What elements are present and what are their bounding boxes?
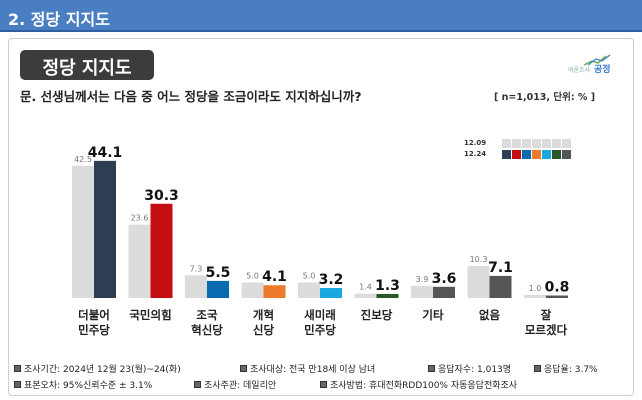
value-label-prev-1: 23.6	[131, 214, 149, 223]
legend-swatch-0-1	[512, 139, 521, 148]
value-label-prev-3: 5.0	[246, 271, 259, 280]
bar-prev-4	[298, 282, 320, 298]
category-label-5-0: 진보당	[361, 308, 393, 322]
pollster-logo: 여론조사 공정	[568, 52, 628, 78]
value-label-curr-1: 30.3	[144, 188, 179, 204]
value-label-curr-5: 1.3	[375, 278, 400, 294]
logo-text-brand: 공정	[594, 65, 611, 75]
footer-margin-of-error: 표본오차: 95%신뢰수준 ± 3.1%	[14, 378, 152, 391]
value-label-curr-2: 5.5	[206, 265, 231, 281]
category-label-6-0: 기타	[422, 308, 444, 322]
legend-swatch-1-6	[562, 150, 571, 159]
footer-respondents: 응답자수: 1,013명	[428, 362, 511, 375]
value-label-prev-6: 3.9	[416, 275, 429, 284]
legend-swatch-0-4	[542, 139, 551, 148]
footer-target: 조사대상: 전국 만18세 이상 남녀	[240, 362, 375, 375]
category-label-8-1: 모르겠다	[525, 323, 568, 337]
value-label-curr-0: 44.1	[88, 145, 123, 161]
logo-chart-icon	[583, 54, 611, 66]
value-label-curr-7: 7.1	[488, 260, 513, 276]
legend-prev-label: 12.09	[464, 139, 487, 147]
bar-curr-0	[94, 160, 116, 298]
legend-swatch-0-3	[532, 139, 541, 148]
category-label-3-0: 개혁	[253, 308, 274, 322]
footer-method: 조사방법: 휴대전화RDD100% 자동응답전화조사	[320, 378, 517, 391]
chart-title-badge: 정당 지지도	[20, 50, 154, 80]
section-title: 2. 정당 지지도	[8, 10, 110, 29]
section-header-bar: 2. 정당 지지도	[0, 0, 642, 32]
bar-prev-1	[128, 224, 151, 298]
value-label-prev-0: 42.5	[74, 155, 92, 164]
value-label-prev-7: 10.3	[470, 255, 488, 264]
legend-swatch-1-5	[552, 150, 561, 159]
value-label-prev-5: 1.4	[359, 283, 372, 292]
value-label-curr-4: 3.2	[319, 272, 344, 288]
category-label-8-0: 잘	[541, 308, 552, 322]
category-label-4-0: 새미래	[304, 308, 336, 322]
bar-curr-1	[150, 203, 173, 298]
bar-prev-0	[72, 165, 94, 298]
legend-swatch-1-4	[542, 150, 551, 159]
category-label-3-1: 신당	[253, 323, 275, 337]
legend-swatch-0-0	[502, 139, 511, 148]
category-label-7-0: 없음	[479, 308, 501, 322]
bullet-square-icon	[240, 365, 247, 372]
bar-curr-7	[489, 275, 512, 298]
bar-prev-5	[354, 293, 377, 298]
category-label-0-0: 더불어	[78, 308, 110, 322]
bar-prev-7	[467, 265, 490, 298]
chart-legend: 12.09 12.24	[464, 137, 574, 161]
value-label-prev-4: 5.0	[303, 271, 316, 280]
value-label-prev-8: 1.0	[529, 284, 542, 293]
legend-swatch-1-1	[512, 150, 521, 159]
legend-swatches	[502, 139, 571, 159]
bullet-square-icon	[14, 365, 21, 372]
bullet-square-icon	[320, 381, 327, 388]
legend-swatch-0-6	[562, 139, 571, 148]
bullet-square-icon	[534, 365, 541, 372]
value-label-curr-6: 3.6	[432, 271, 457, 287]
bar-curr-5	[376, 293, 399, 298]
bullet-square-icon	[14, 381, 21, 388]
bar-curr-3	[263, 285, 286, 298]
value-label-curr-3: 4.1	[262, 269, 287, 285]
bar-curr-8	[546, 295, 568, 298]
category-label-2-0: 조국	[196, 308, 218, 322]
legend-curr-label: 12.24	[464, 150, 487, 158]
legend-swatch-0-2	[522, 139, 531, 148]
bar-curr-4	[320, 288, 342, 298]
category-label-2-1: 혁신당	[191, 323, 223, 337]
bullet-square-icon	[194, 381, 201, 388]
legend-swatch-0-5	[552, 139, 561, 148]
footer-period: 조사기간: 2024년 12월 23(월)~24(화)	[14, 362, 181, 375]
bar-curr-6	[433, 286, 455, 298]
footer-response-rate: 응답율: 3.7%	[534, 362, 598, 375]
category-label-0-1: 민주당	[78, 323, 110, 337]
sample-info: [ n=1,013, 단위: % ]	[494, 92, 596, 103]
chart-title: 정당 지지도	[42, 58, 132, 79]
bar-prev-2	[185, 275, 207, 298]
footer-sponsor: 조사주관: 데일리안	[194, 378, 276, 391]
bar-prev-6	[411, 285, 433, 298]
bar-prev-8	[524, 294, 546, 298]
value-label-prev-2: 7.3	[190, 264, 203, 273]
category-label-4-1: 민주당	[304, 323, 336, 337]
legend-swatch-1-3	[532, 150, 541, 159]
legend-swatch-1-0	[502, 150, 511, 159]
survey-question: 문. 선생님께서는 다음 중 어느 정당을 조금이라도 지지하십니까?	[20, 89, 362, 104]
logo-text-small: 여론조사	[568, 67, 591, 74]
legend-swatch-1-2	[522, 150, 531, 159]
bar-curr-2	[207, 280, 229, 298]
category-label-1-0: 국민의힘	[129, 308, 171, 322]
value-label-curr-8: 0.8	[545, 280, 570, 296]
bar-prev-3	[241, 282, 264, 298]
bullet-square-icon	[428, 365, 435, 372]
